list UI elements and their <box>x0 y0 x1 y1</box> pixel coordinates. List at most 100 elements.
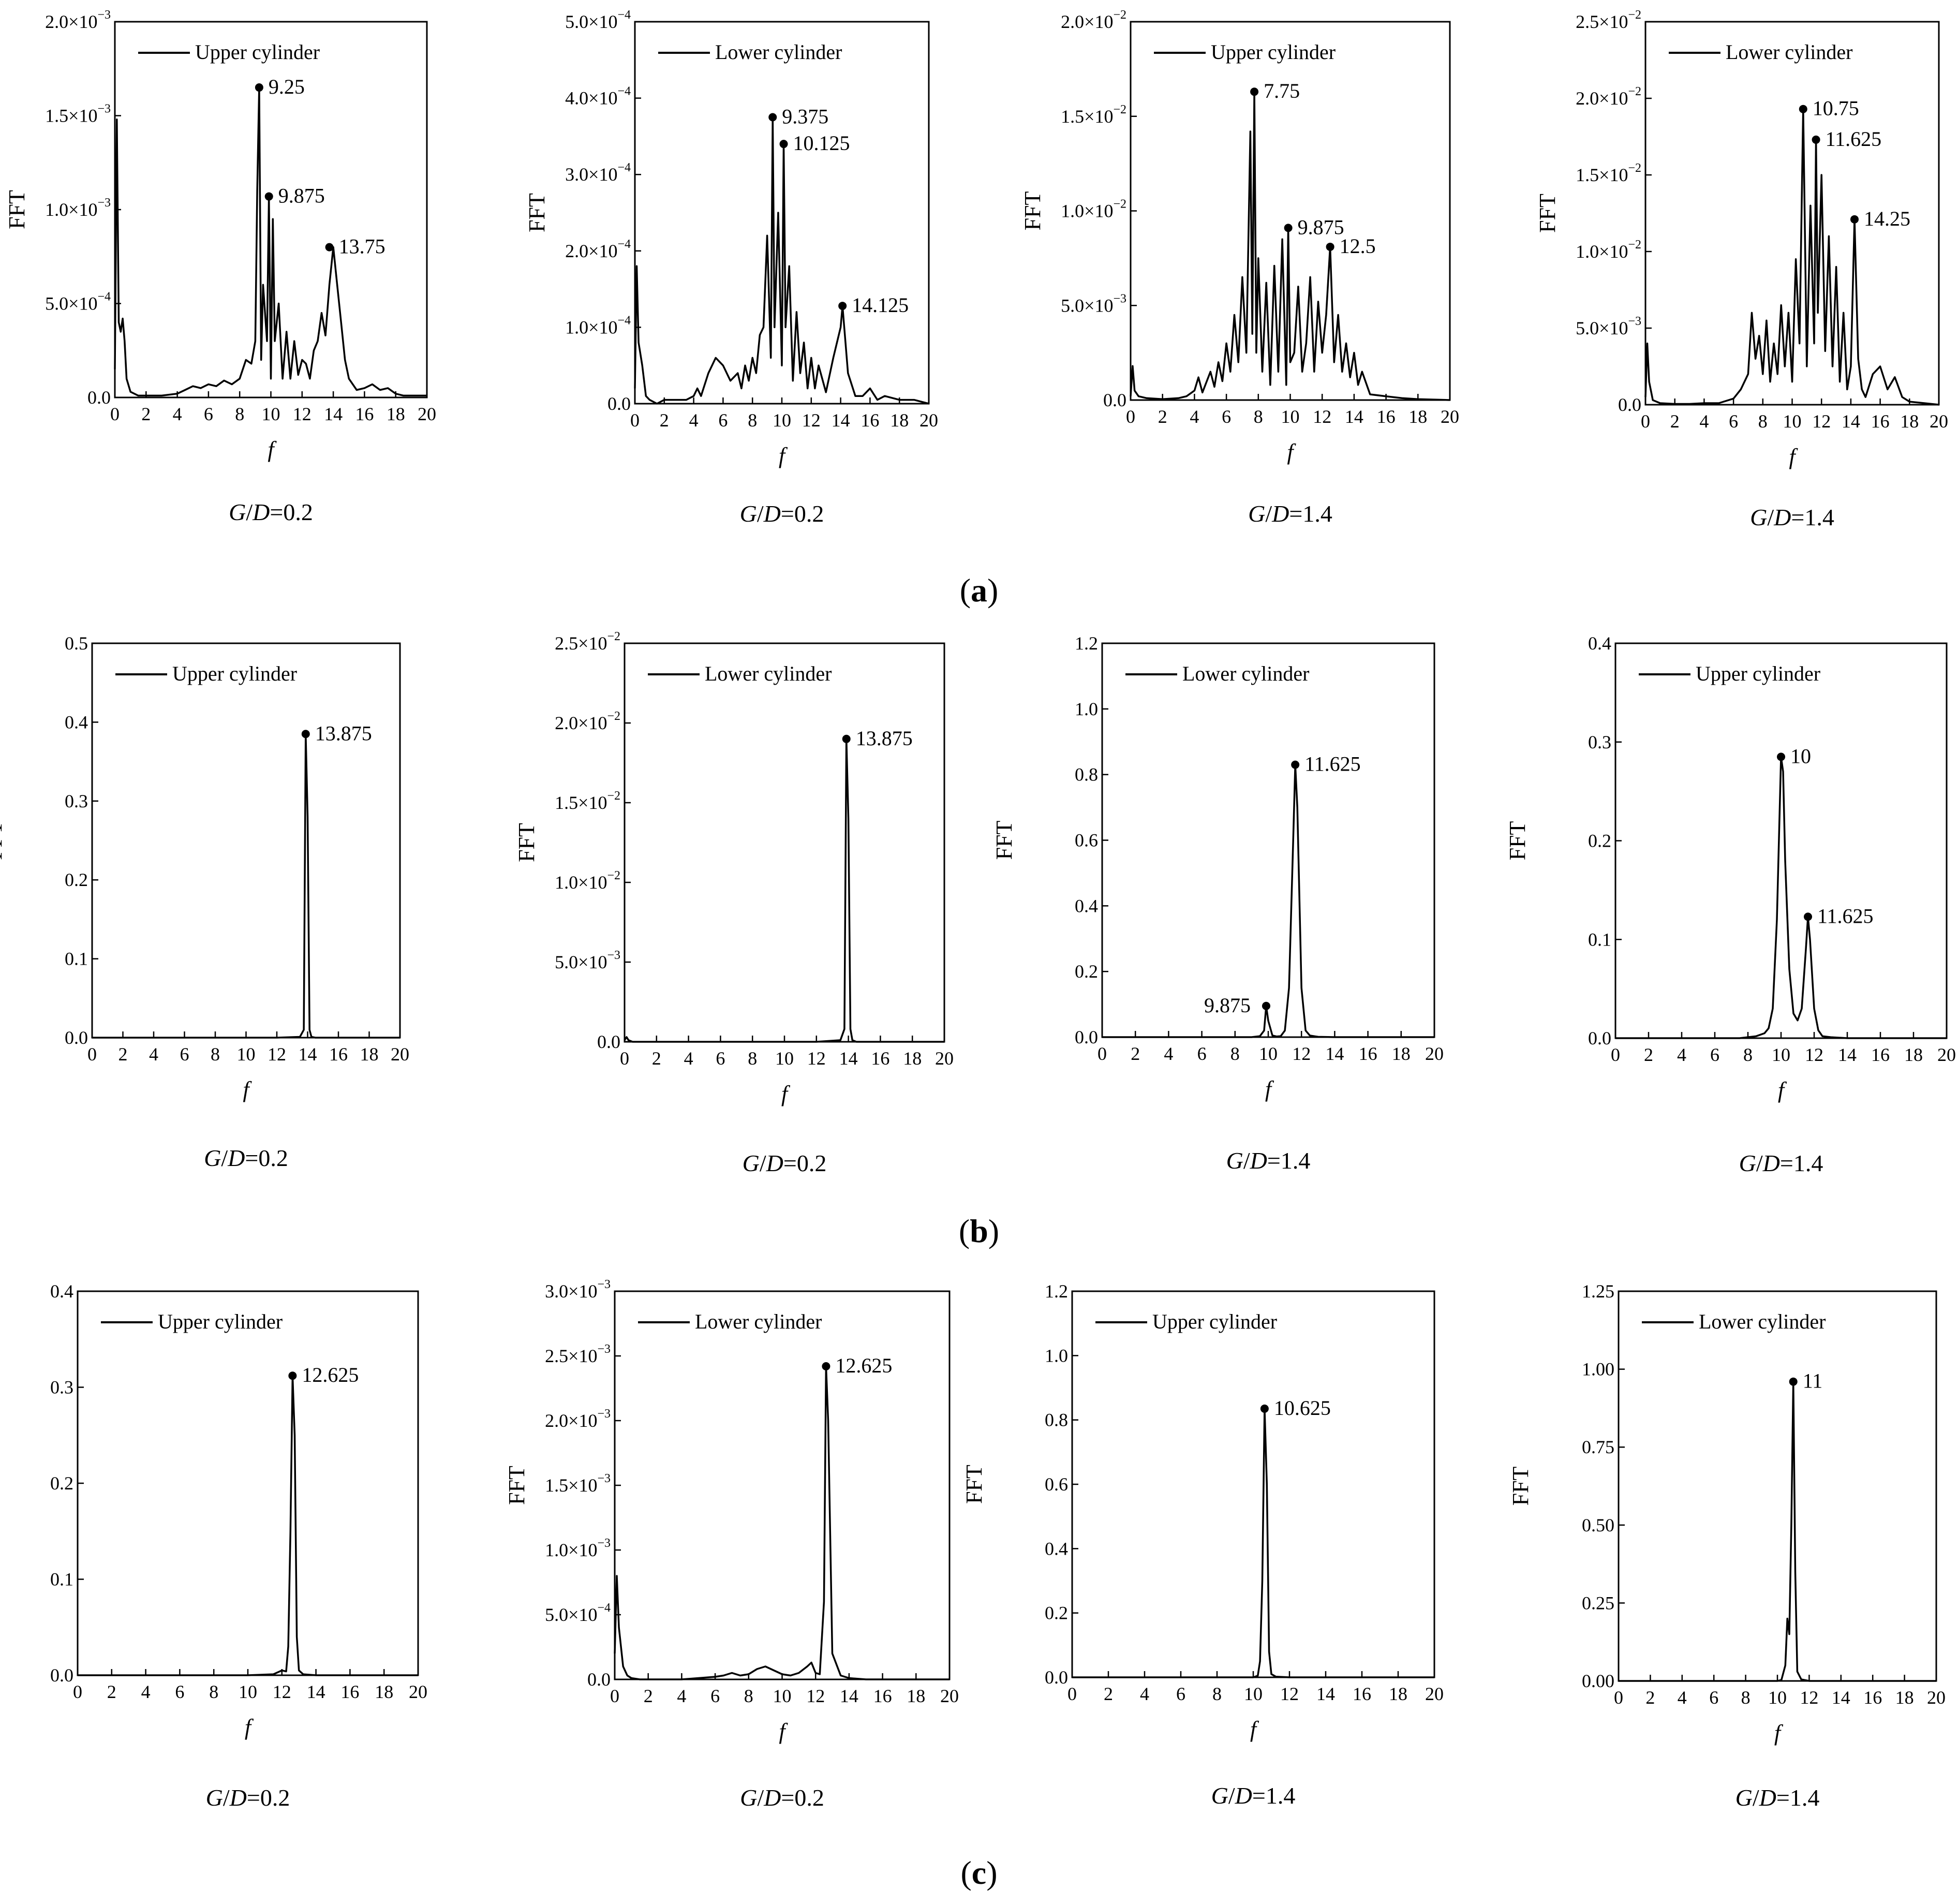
x-tick-label: 18 <box>1900 411 1919 432</box>
y-tick-label: 1.2 <box>1045 1281 1068 1302</box>
y-tick-label: 0.5 <box>65 633 88 654</box>
y-tick-label: 0.75 <box>1582 1437 1614 1457</box>
y-tick-label: 0.0 <box>607 393 631 414</box>
x-tick-label: 0 <box>1641 411 1650 432</box>
x-tick-label: 14 <box>1316 1684 1335 1704</box>
x-tick-label: 18 <box>1904 1044 1923 1065</box>
x-tick-label: 14 <box>1832 1687 1850 1708</box>
x-axis-title: f <box>779 443 788 468</box>
peak-label: 9.25 <box>269 75 305 98</box>
x-tick-label: 10 <box>1281 406 1300 427</box>
series-line <box>624 738 944 1043</box>
y-tick-label: 5.0×10−3 <box>1576 315 1641 338</box>
y-tick-label: 0.6 <box>1075 830 1098 851</box>
x-tick-label: 8 <box>1758 411 1768 432</box>
peak-marker <box>1799 105 1807 113</box>
x-tick-label: 0 <box>1067 1684 1077 1704</box>
x-tick-label: 20 <box>1937 1044 1956 1065</box>
peak-marker <box>1250 87 1259 96</box>
legend-label: Lower cylinder <box>715 40 842 64</box>
y-axis-title: FFT <box>514 823 539 862</box>
y-axis-title: FFT <box>1020 191 1045 230</box>
x-tick-label: 6 <box>204 404 213 424</box>
x-tick-label: 10 <box>1772 1044 1790 1065</box>
x-tick-label: 6 <box>1709 1687 1718 1708</box>
peak-label: 7.75 <box>1264 79 1300 102</box>
x-tick-label: 2 <box>1158 406 1167 427</box>
peak-label: 10.625 <box>1274 1396 1331 1420</box>
x-tick-label: 16 <box>355 404 374 424</box>
y-tick-label: 1.2 <box>1075 633 1098 654</box>
peak-label: 10.75 <box>1813 97 1859 120</box>
chart-panel: 0 2 4 6 8 10 12 14 16 18 20 0.0 0.1 0.2 0.3 0.4 f FFT Uppe… <box>1505 633 1956 1176</box>
y-tick-label: 0.00 <box>1582 1671 1614 1691</box>
x-tick-label: 20 <box>391 1044 409 1065</box>
chart-panel: 0 2 4 6 8 10 12 14 16 18 20 0.0 5.0×10−3 1.0×10−2 1.5×… <box>1020 8 1459 527</box>
x-tick-label: 2 <box>660 410 669 431</box>
x-tick-label: 20 <box>1930 411 1948 432</box>
y-tick-label: 2.0×10−4 <box>565 238 631 261</box>
peak-label: 11 <box>1803 1369 1823 1393</box>
y-tick-label: 0.25 <box>1582 1592 1614 1613</box>
row-caption-c: (c) <box>960 1854 997 1891</box>
peak-marker <box>1291 760 1300 769</box>
x-tick-label: 6 <box>1729 411 1738 432</box>
x-tick-label: 4 <box>677 1686 686 1706</box>
x-tick-label: 2 <box>1131 1043 1140 1064</box>
x-tick-label: 8 <box>748 1048 757 1069</box>
x-tick-label: 0 <box>1611 1044 1620 1065</box>
x-tick-label: 2 <box>1645 1687 1655 1708</box>
x-tick-label: 10 <box>775 1048 794 1069</box>
y-tick-label: 1.5×10−2 <box>555 789 620 813</box>
peak-marker <box>1804 912 1812 921</box>
y-tick-label: 0.4 <box>65 712 88 732</box>
x-tick-label: 2 <box>1104 1684 1113 1704</box>
x-axis-title: f <box>1265 1076 1274 1102</box>
x-tick-label: 16 <box>329 1044 348 1065</box>
peak-marker <box>779 140 788 149</box>
y-tick-label: 1.5×10−2 <box>1061 103 1126 127</box>
peak-marker <box>1284 224 1293 232</box>
series-line <box>614 1365 950 1680</box>
x-tick-label: 0 <box>110 404 120 424</box>
x-tick-label: 10 <box>239 1681 257 1702</box>
x-tick-label: 0 <box>1126 406 1135 427</box>
peak-marker <box>822 1362 830 1370</box>
x-tick-label: 0 <box>620 1048 629 1069</box>
gd-caption: G/D=1.4 <box>1248 500 1332 527</box>
x-axis-title: f <box>1778 1078 1787 1103</box>
x-tick-label: 14 <box>1838 1044 1857 1065</box>
panels-layer: 0 2 4 6 8 10 12 14 16 18 200.05.0×10−41.0×10−31.5×… <box>0 8 1956 1811</box>
chart-panel: 0 2 4 6 8 10 12 14 16 18 20 0.00 0.25 0.50 0.75 1.00 1.2… <box>1508 1281 1946 1811</box>
x-tick-label: 18 <box>1408 406 1427 427</box>
y-tick-label: 0.0 <box>65 1027 88 1048</box>
peak-label: 10 <box>1790 744 1811 767</box>
x-tick-label: 18 <box>387 404 405 424</box>
legend-label: Upper cylinder <box>1152 1310 1277 1333</box>
y-tick-label: 0.2 <box>65 869 88 890</box>
x-tick-label: 14 <box>299 1044 317 1065</box>
x-tick-label: 8 <box>209 1681 218 1702</box>
plot-frame <box>77 1290 419 1676</box>
series-line <box>1644 108 1939 406</box>
y-tick-label: 2.0×10−3 <box>545 1407 611 1431</box>
x-axis-title: f <box>779 1719 788 1744</box>
y-tick-label: 1.00 <box>1582 1359 1614 1380</box>
x-tick-label: 12 <box>293 404 312 424</box>
y-tick-label: 1.5×10−3 <box>545 1472 611 1496</box>
x-tick-label: 4 <box>1190 406 1199 427</box>
y-tick-label: 1.0×10−3 <box>545 1537 611 1560</box>
gd-caption: G/D=0.2 <box>740 500 824 527</box>
y-axis-title: FFT <box>524 193 550 232</box>
x-tick-label: 0 <box>630 410 640 431</box>
x-tick-label: 8 <box>1254 406 1263 427</box>
peak-marker <box>842 734 851 743</box>
y-tick-label: 0.4 <box>1045 1538 1068 1559</box>
x-tick-label: 16 <box>1871 1044 1890 1065</box>
y-tick-label: 0.3 <box>65 791 88 811</box>
x-tick-label: 16 <box>340 1681 359 1702</box>
legend-label: Lower cylinder <box>705 662 832 685</box>
peak-marker <box>255 83 263 92</box>
x-tick-label: 10 <box>237 1044 256 1065</box>
peak-marker <box>838 302 847 311</box>
